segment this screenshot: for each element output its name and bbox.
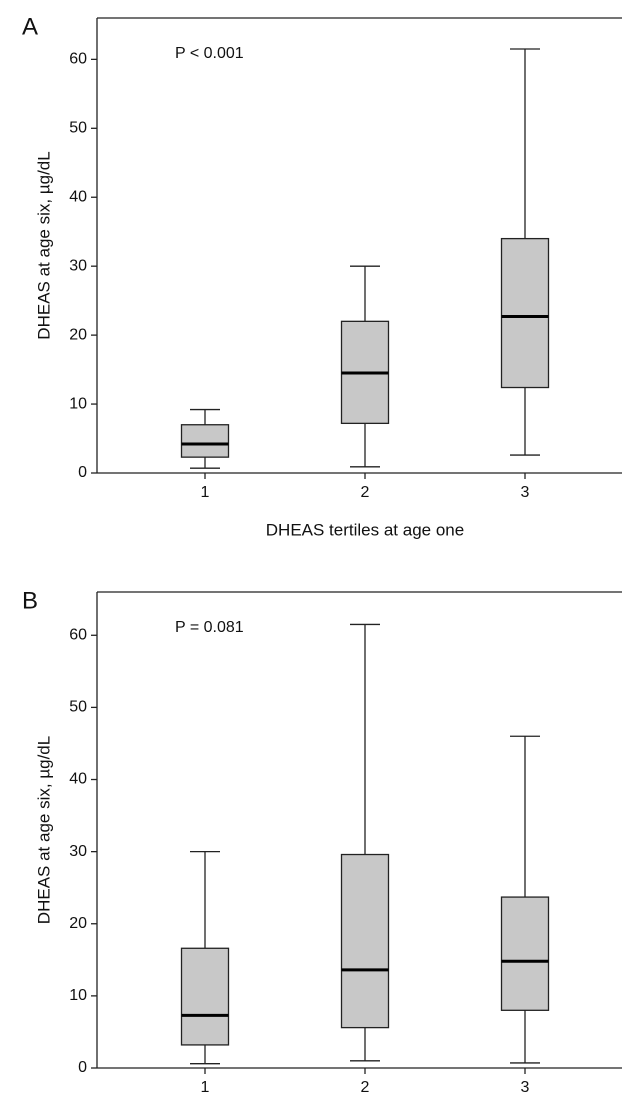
y-tick-label: 0: [78, 1059, 87, 1076]
x-tick-label: 2: [361, 1079, 370, 1096]
y-tick-label: 40: [69, 771, 87, 788]
y-tick-label: 50: [69, 120, 87, 137]
panel-label: A: [22, 13, 38, 40]
box: [180, 947, 230, 1046]
box: [500, 896, 550, 1011]
y-axis-label: DHEAS at age six, µg/dL: [34, 151, 53, 339]
y-tick-label: 40: [69, 188, 87, 205]
y-tick-label: 30: [69, 843, 87, 860]
y-tick-label: 10: [69, 987, 87, 1004]
x-tick-label: 3: [521, 1079, 530, 1096]
x-tick-label: 1: [201, 484, 210, 501]
y-tick-label: 10: [69, 395, 87, 412]
y-tick-label: 30: [69, 257, 87, 274]
y-tick-label: 60: [69, 626, 87, 643]
x-axis-label: DHEAS tertiles at age one: [266, 520, 464, 539]
box: [180, 424, 230, 458]
y-axis-label: DHEAS at age six, µg/dL: [34, 736, 53, 924]
y-tick-label: 60: [69, 51, 87, 68]
box: [500, 237, 550, 389]
panel-label: B: [22, 587, 38, 614]
x-tick-label: 1: [201, 1079, 210, 1096]
y-tick-label: 50: [69, 699, 87, 716]
y-tick-label: 20: [69, 326, 87, 343]
annotation: P < 0.001: [175, 45, 244, 62]
y-tick-label: 20: [69, 915, 87, 932]
annotation: P = 0.081: [175, 619, 244, 636]
x-tick-label: 2: [361, 484, 370, 501]
x-tick-label: 3: [521, 484, 530, 501]
box: [340, 853, 390, 1029]
y-tick-label: 0: [78, 464, 87, 481]
